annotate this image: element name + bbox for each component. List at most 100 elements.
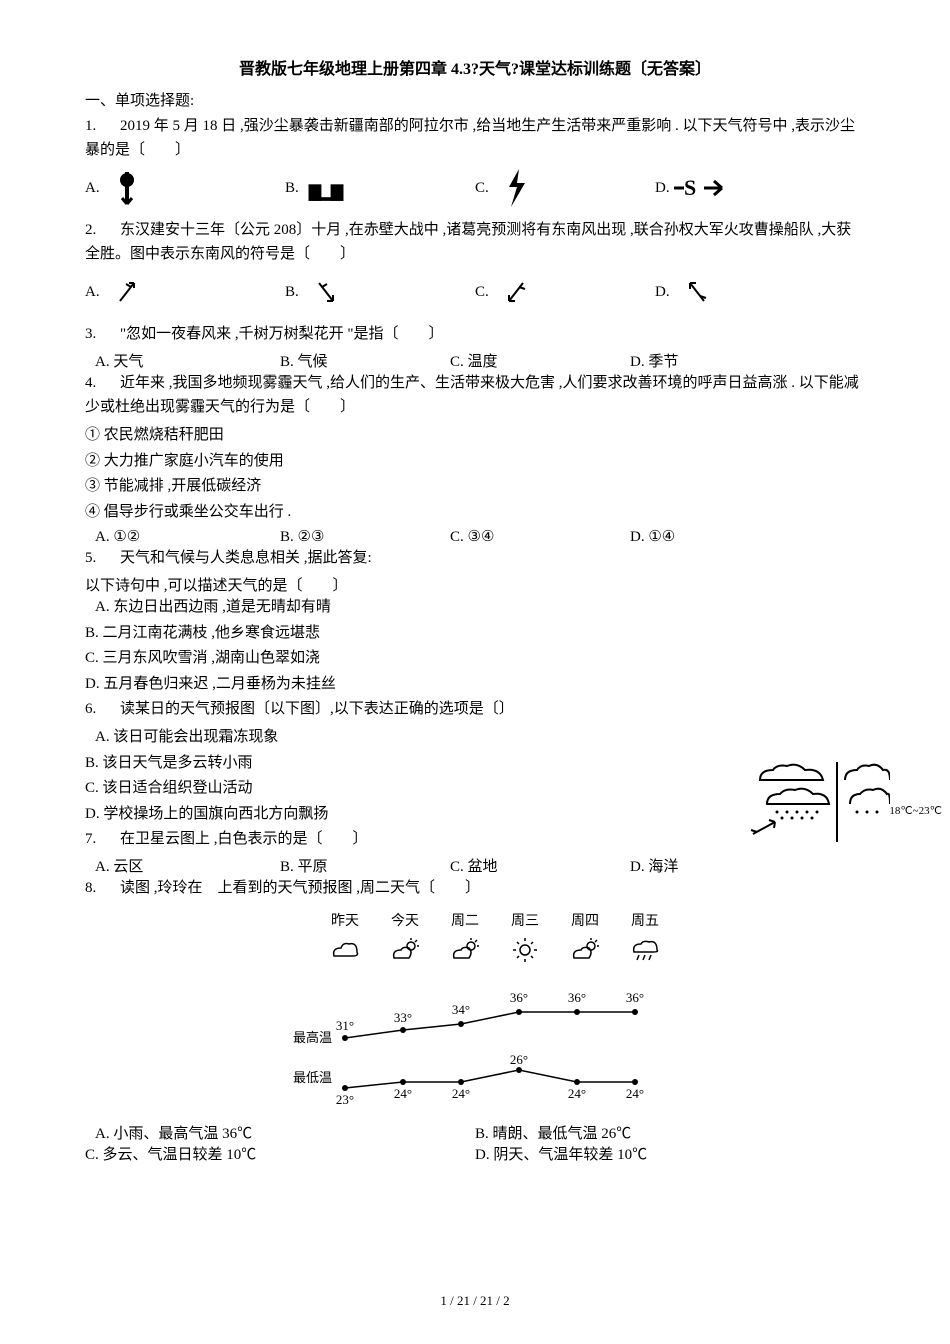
question-2: 2. 东汉建安十三年〔公元 208〕十月 ,在赤壁大战中 ,诸葛亮预测将有东南风… <box>85 218 865 266</box>
q8-text: 读图 ,玲玲在 上看到的天气预报图 ,周二天气〔 〕 <box>120 880 480 896</box>
q4-item2: ② 大力推广家庭小汽车的使用 <box>85 449 865 475</box>
q4-item4: ④ 倡导步行或乘坐公交车出行 . <box>85 500 865 526</box>
q5-text2: 以下诗句中 ,可以描述天气的是〔 〕 <box>85 574 865 595</box>
low-2: 24° <box>452 1086 470 1101</box>
q8-options: A. 小雨、最高气温 36℃ C. 多云、气温日较差 10℃ B. 晴朗、最低气… <box>85 1122 865 1164</box>
high-label: 最高温 <box>293 1030 332 1045</box>
q4-item1: ① 农民燃烧秸秆肥田 <box>85 423 865 449</box>
high-2: 34° <box>452 1002 470 1017</box>
weather-icon-b <box>303 168 349 208</box>
q5-num: 5. <box>85 550 96 566</box>
q2-optB-label: B. <box>285 284 299 301</box>
wind-icon-d <box>674 272 720 312</box>
q6-optA: A. 该日可能会出现霜冻现象 <box>85 725 865 751</box>
wind-icon-c <box>493 272 539 312</box>
q2-optC-label: C. <box>475 284 489 301</box>
q8-optA: A. 小雨、最高气温 36℃ <box>85 1122 475 1143</box>
question-8: 8. 读图 ,玲玲在 上看到的天气预报图 ,周二天气〔 〕 <box>85 876 865 900</box>
day-2: 周二 <box>451 910 479 930</box>
low-3: 26° <box>510 1052 528 1067</box>
q5-optB: B. 二月江南花满枝 ,他乡寒食远堪悲 <box>85 621 865 647</box>
high-1: 33° <box>394 1010 412 1025</box>
question-1: 1. 2019 年 5 月 18 日 ,强沙尘暴袭击新疆南部的阿拉尔市 ,给当地… <box>85 114 865 162</box>
q3-optB: B. 气候 <box>280 350 450 371</box>
q5-optA: A. 东边日出西边雨 ,道是无晴却有晴 <box>85 595 865 621</box>
day-4: 周四 <box>571 910 599 930</box>
low-1: 24° <box>394 1086 412 1101</box>
q3-text: "忽如一夜春风来 ,千树万树梨花开 "是指〔 〕 <box>120 326 444 342</box>
q3-options: A. 天气 B. 气候 C. 温度 D. 季节 <box>85 350 865 371</box>
chart-icons <box>275 938 675 967</box>
q3-optC: C. 温度 <box>450 350 630 371</box>
side-temp-label: 18℃~23℃ <box>889 804 942 817</box>
q5-options: A. 东边日出西边雨 ,道是无晴却有晴 B. 二月江南花满枝 ,他乡寒食远堪悲 … <box>85 595 865 697</box>
low-label: 最低温 <box>293 1070 332 1085</box>
q4-optD: D. ①④ <box>630 527 675 546</box>
high-0: 31° <box>336 1018 354 1033</box>
q2-text: 东汉建安十三年〔公元 208〕十月 ,在赤壁大战中 ,诸葛亮预测将有东南风出现 … <box>85 222 851 262</box>
section-header: 一、单项选择题: <box>85 89 865 110</box>
q1-num: 1. <box>85 118 96 134</box>
low-4: 24° <box>568 1086 586 1101</box>
cloud-icon <box>329 938 361 967</box>
q1-optC-label: C. <box>475 180 489 197</box>
day-5: 周五 <box>631 910 659 930</box>
svg-text:S: S <box>684 175 696 200</box>
q8-optD: D. 阴天、气温年较差 10℃ <box>475 1143 865 1164</box>
weather-forecast-image: 18℃~23℃ <box>745 762 890 842</box>
q1-options: A. B. C. D. S <box>85 168 865 208</box>
q8-num: 8. <box>85 880 96 896</box>
q5-optD: D. 五月春色归来迟 ,二月垂杨为未挂丝 <box>85 672 865 698</box>
low-0: 23° <box>336 1092 354 1107</box>
q8-optC: C. 多云、气温日较差 10℃ <box>85 1143 475 1164</box>
q4-optC: C. ③④ <box>450 527 630 546</box>
q6-num: 6. <box>85 701 96 717</box>
temp-chart-svg: 31° 33° 34° 36° 36° 36° 最高温 最低温 23° 24° … <box>275 982 675 1112</box>
forecast-chart: 昨天 今天 周二 周三 周四 周五 31° 33° 34° 36° 36° 36… <box>275 910 675 1112</box>
high-3: 36° <box>510 990 528 1005</box>
day-3: 周三 <box>511 910 539 930</box>
wind-icon-b <box>303 272 349 312</box>
q4-options: A. ①② B. ②③ C. ③④ D. ①④ <box>85 527 865 546</box>
q7-text: 在卫星云图上 ,白色表示的是〔 〕 <box>120 831 368 847</box>
q7-options: A. 云区 B. 平原 C. 盆地 D. 海洋 <box>85 855 865 876</box>
q4-optB: B. ②③ <box>280 527 450 546</box>
q3-optD: D. 季节 <box>630 350 678 371</box>
q7-num: 7. <box>85 831 96 847</box>
q1-text: 2019 年 5 月 18 日 ,强沙尘暴袭击新疆南部的阿拉尔市 ,给当地生产生… <box>85 118 855 158</box>
question-4: 4. 近年来 ,我国多地频现雾霾天气 ,给人们的生产、生活带来极大危害 ,人们要… <box>85 371 865 419</box>
q4-text: 近年来 ,我国多地频现雾霾天气 ,给人们的生产、生活带来极大危害 ,人们要求改善… <box>85 375 859 415</box>
q7-optB: B. 平原 <box>280 855 450 876</box>
weather-icon-d: S <box>674 168 730 208</box>
sunny-icon <box>509 938 541 967</box>
partly-cloudy-icon <box>389 938 421 967</box>
partly-cloudy-icon <box>449 938 481 967</box>
high-4: 36° <box>568 990 586 1005</box>
question-5: 5. 天气和气候与人类息息相关 ,据此答复: <box>85 546 865 570</box>
q1-optA-label: A. <box>85 180 100 197</box>
q1-optD-label: D. <box>655 180 670 197</box>
day-1: 今天 <box>391 910 419 930</box>
q8-optB: B. 晴朗、最低气温 26℃ <box>475 1122 865 1143</box>
question-6: 6. 读某日的天气预报图〔以下图〕,以下表达正确的选项是〔〕 <box>85 697 865 721</box>
q5-text: 天气和气候与人类息息相关 ,据此答复: <box>120 550 372 566</box>
q3-optA: A. 天气 <box>85 350 280 371</box>
chart-days: 昨天 今天 周二 周三 周四 周五 <box>275 910 675 930</box>
question-3: 3. "忽如一夜春风来 ,千树万树梨花开 "是指〔 〕 <box>85 322 865 346</box>
q4-optA: A. ①② <box>85 527 280 546</box>
page-title: 晋教版七年级地理上册第四章 4.3?天气?课堂达标训练题〔无答案〕 <box>85 55 865 79</box>
q3-num: 3. <box>85 326 96 342</box>
q7-optA: A. 云区 <box>85 855 280 876</box>
q7-optC: C. 盆地 <box>450 855 630 876</box>
q4-item3: ③ 节能减排 ,开展低碳经济 <box>85 474 865 500</box>
day-0: 昨天 <box>331 910 359 930</box>
weather-icon-a <box>104 168 150 208</box>
q2-options: A. B. C. D. <box>85 272 865 312</box>
q2-num: 2. <box>85 222 96 238</box>
page-footer: 1 / 21 / 21 / 2 <box>0 1293 950 1309</box>
q5-optC: C. 三月东风吹雪消 ,湖南山色翠如浇 <box>85 646 865 672</box>
q4-num: 4. <box>85 375 96 391</box>
weather-icon-c <box>493 168 539 208</box>
low-5: 24° <box>626 1086 644 1101</box>
q7-optD: D. 海洋 <box>630 855 678 876</box>
